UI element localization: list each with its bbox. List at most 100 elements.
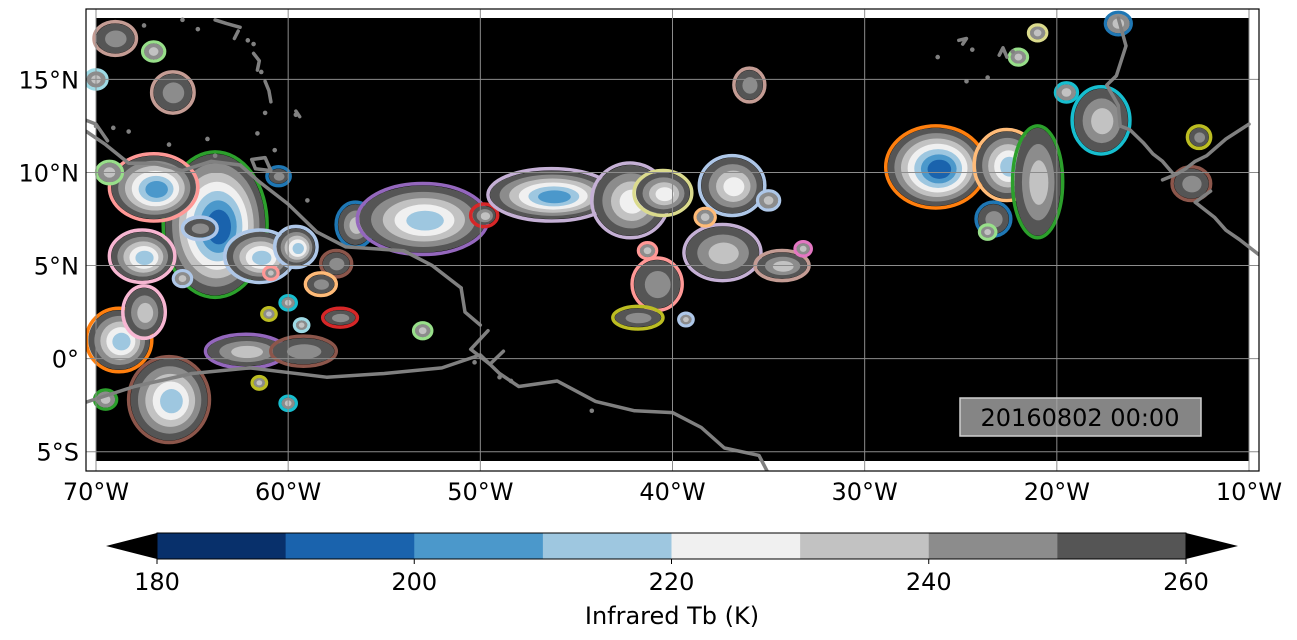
tb-contour <box>252 250 272 266</box>
cloud-outline <box>265 165 292 188</box>
cloud-system <box>269 334 339 368</box>
colorbar-bin <box>542 533 672 559</box>
cloud-cell <box>411 321 434 341</box>
cloud-cell <box>636 241 659 261</box>
tb-contour <box>927 159 952 179</box>
cloud-cell <box>260 305 278 322</box>
cloud-system <box>486 166 617 223</box>
colorbar-tick-label: 180 <box>134 568 180 596</box>
cloud-system <box>319 248 354 279</box>
cloud-outline <box>1053 81 1080 104</box>
tb-contour <box>1091 108 1114 135</box>
tb-contour <box>644 271 671 299</box>
tb-contour <box>137 302 154 323</box>
cloud-cell <box>1053 81 1080 104</box>
island <box>141 23 147 28</box>
tb-contour <box>231 345 263 359</box>
cloud-outline <box>320 306 360 329</box>
coastline <box>957 36 969 46</box>
cloud-outline <box>611 304 665 331</box>
tb-contour <box>700 213 710 222</box>
cloud-outline <box>1170 165 1213 203</box>
cloud-outline <box>107 228 177 285</box>
gridlines-layer <box>86 9 1259 471</box>
colorbar-bin <box>157 533 287 559</box>
island <box>245 38 251 43</box>
cloud-system <box>355 181 490 257</box>
island <box>205 136 210 142</box>
colorbar-bin <box>414 533 544 559</box>
cloud-outline <box>250 374 269 391</box>
cloud-outline <box>1010 124 1065 240</box>
cloud-outline <box>468 202 500 229</box>
tb-contour <box>742 77 758 94</box>
tb-contour <box>145 180 168 198</box>
coastline <box>232 29 240 41</box>
cloud-outline <box>269 334 339 368</box>
cloud-system <box>1185 124 1213 151</box>
tb-contour <box>160 389 183 414</box>
island <box>110 125 116 131</box>
coastline <box>213 18 242 30</box>
cloud-outline <box>755 189 782 212</box>
colorbar-bin <box>928 533 1058 559</box>
cloud-outline <box>126 354 212 445</box>
island <box>969 47 975 52</box>
cloud-outline <box>1185 124 1213 151</box>
cloud-outline <box>180 215 219 242</box>
cloud-cell <box>262 265 280 282</box>
island <box>258 69 264 75</box>
colorbar-tick-label: 200 <box>391 568 437 596</box>
cloud-system <box>320 306 360 329</box>
island <box>251 41 256 47</box>
cloud-cell <box>1026 23 1049 43</box>
cloud-outline <box>260 305 278 322</box>
cloud-outline <box>632 168 694 218</box>
lon-tick-label: 60°W <box>255 478 321 506</box>
map-panel <box>85 8 1260 472</box>
lat-tick-label: 10°N <box>19 159 80 187</box>
cloud-systems-layer <box>86 10 1213 445</box>
tb-contour <box>643 247 652 255</box>
latitude-tick-labels: 15°N 10°N 5°N 0° 5°S <box>19 66 80 466</box>
tb-contour <box>723 177 745 197</box>
cloud-system <box>272 224 319 270</box>
cloud-system <box>107 228 177 285</box>
lat-tick-label: 5°N <box>34 253 79 281</box>
lat-tick-label: 15°N <box>19 66 80 94</box>
cloud-outline <box>92 19 139 58</box>
coastline <box>1160 122 1251 182</box>
cloud-cell <box>677 311 695 328</box>
cloud-system <box>732 66 767 104</box>
tb-contour <box>655 187 674 202</box>
tb-contour <box>984 229 992 236</box>
colorbar-title: Infrared Tb (K) <box>585 602 759 630</box>
cloud-system <box>180 215 219 242</box>
cloud-cell <box>793 239 813 258</box>
lon-tick-label: 50°W <box>447 478 513 506</box>
island <box>508 378 514 384</box>
island <box>472 360 477 365</box>
colorbar-bin <box>671 533 801 559</box>
colorbar-bin <box>1057 533 1187 559</box>
cloud-cell <box>1007 47 1030 67</box>
cloud-outline <box>292 317 311 334</box>
tb-contour <box>763 196 774 205</box>
island <box>935 54 940 60</box>
tb-contour <box>286 344 322 359</box>
tb-contour <box>1061 88 1072 97</box>
cloud-outline <box>411 321 434 341</box>
cloud-system <box>682 222 763 283</box>
cloud-system <box>121 284 168 341</box>
tb-contour <box>298 322 305 328</box>
island <box>305 198 310 203</box>
cloud-system <box>107 151 200 223</box>
tb-contour <box>683 316 689 323</box>
cloud-system <box>1010 124 1065 240</box>
cloud-outline <box>1026 23 1049 43</box>
cloud-cell <box>755 189 782 212</box>
tb-contour <box>148 47 159 56</box>
island <box>964 78 969 84</box>
cloud-system <box>303 271 339 298</box>
coastline <box>251 51 262 72</box>
